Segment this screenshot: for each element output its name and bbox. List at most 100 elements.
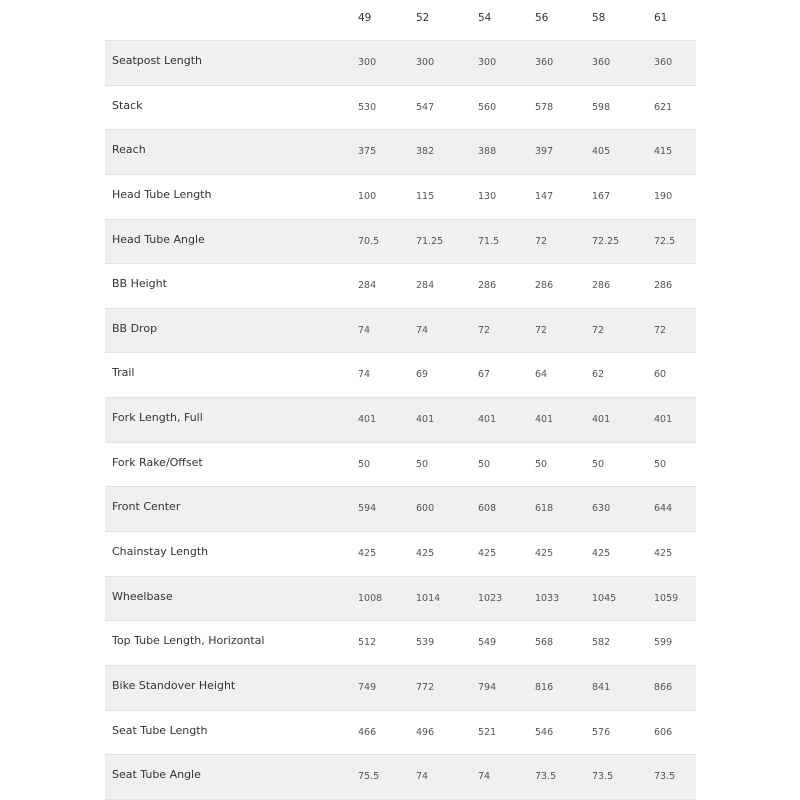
row-label: Top Tube Length, Horizontal xyxy=(112,634,265,648)
table-cell: 75.5 xyxy=(358,771,380,783)
table-row: Fork Rake/Offset 50 50 50 50 50 50 xyxy=(105,443,696,488)
table-cell: 73.5 xyxy=(535,771,557,783)
table-cell: 67 xyxy=(478,369,491,381)
table-cell: 167 xyxy=(592,190,611,202)
table-cell: 72 xyxy=(592,324,605,336)
table-cell: 401 xyxy=(592,414,611,426)
size-header-54: 54 xyxy=(478,12,492,24)
table-cell: 594 xyxy=(358,503,377,515)
row-label: BB Height xyxy=(112,277,167,291)
table-cell: 71.25 xyxy=(416,235,444,247)
table-cell: 74 xyxy=(358,369,371,381)
table-cell: 794 xyxy=(478,681,497,693)
table-row: Head Tube Angle 70.5 71.25 71.5 72 72.25 72.5 xyxy=(105,219,696,265)
table-cell: 360 xyxy=(592,57,611,68)
row-label: Seat Tube Length xyxy=(112,723,208,737)
table-cell: 286 xyxy=(478,280,497,292)
table-cell: 190 xyxy=(654,190,673,202)
table-cell: 69 xyxy=(416,369,429,381)
table-row: Head Tube Length 100 115 130 147 167 190 xyxy=(105,175,696,220)
row-label: Front Center xyxy=(112,500,181,514)
table-cell: 74 xyxy=(416,324,429,336)
table-cell: 74 xyxy=(478,771,491,783)
table-cell: 1008 xyxy=(358,592,383,604)
table-cell: 50 xyxy=(358,458,371,470)
table-cell: 64 xyxy=(535,369,548,381)
row-label: Wheelbase xyxy=(112,589,173,603)
table-cell: 100 xyxy=(358,190,377,202)
table-cell: 816 xyxy=(535,681,554,693)
table-cell: 425 xyxy=(592,548,611,560)
table-cell: 539 xyxy=(416,637,435,649)
table-cell: 60 xyxy=(654,369,667,381)
table-row: Seat Tube Angle 75.5 74 74 73.5 73.5 73.5 xyxy=(105,755,696,800)
table-cell: 360 xyxy=(654,57,673,68)
table-cell: 401 xyxy=(478,414,497,426)
table-cell: 644 xyxy=(654,503,673,515)
table-cell: 841 xyxy=(592,681,611,693)
table-cell: 425 xyxy=(654,548,673,560)
table-row: Front Center 594 600 608 618 630 644 xyxy=(105,487,696,533)
table-row: Stack 530 547 560 578 598 621 xyxy=(105,86,696,131)
size-header-56: 56 xyxy=(535,12,549,24)
table-cell: 496 xyxy=(416,726,435,738)
row-label: Fork Length, Full xyxy=(112,411,203,425)
table-cell: 1059 xyxy=(654,592,679,604)
row-label: Chainstay Length xyxy=(112,545,209,559)
table-cell: 866 xyxy=(654,681,673,693)
table-cell: 401 xyxy=(535,414,554,426)
table-cell: 300 xyxy=(358,57,377,68)
table-cell: 599 xyxy=(654,637,673,649)
table-row: Seat Tube Length 466 496 521 546 576 606 xyxy=(105,711,696,756)
table-cell: 425 xyxy=(416,548,435,560)
size-header-52: 52 xyxy=(416,12,430,24)
table-cell: 72 xyxy=(654,324,667,336)
table-header-row: 49 52 54 56 58 61 xyxy=(105,0,696,41)
table-cell: 578 xyxy=(535,101,554,113)
table-row: Seatpost Length 300 300 300 360 360 360 xyxy=(105,41,696,86)
table-cell: 72.5 xyxy=(654,235,676,247)
table-cell: 286 xyxy=(654,280,673,292)
table-cell: 50 xyxy=(535,458,548,470)
table-cell: 72.25 xyxy=(592,235,620,247)
table-cell: 608 xyxy=(478,503,497,515)
table-cell: 415 xyxy=(654,146,673,158)
table-cell: 1014 xyxy=(416,592,441,604)
row-label: BB Drop xyxy=(112,321,158,335)
table-cell: 284 xyxy=(416,280,435,292)
table-cell: 50 xyxy=(592,458,605,470)
table-cell: 618 xyxy=(535,503,554,515)
table-cell: 73.5 xyxy=(654,771,676,783)
table-cell: 286 xyxy=(535,280,554,292)
table-cell: 375 xyxy=(358,146,377,158)
table-row: Wheelbase 1008 1014 1023 1033 1045 1059 xyxy=(105,576,696,622)
table-cell: 382 xyxy=(416,146,435,158)
table-cell: 521 xyxy=(478,726,497,738)
table-cell: 300 xyxy=(478,57,497,68)
table-cell: 425 xyxy=(535,548,554,560)
row-label: Head Tube Angle xyxy=(112,232,205,246)
table-cell: 512 xyxy=(358,637,377,649)
table-cell: 300 xyxy=(416,57,435,68)
table-row: Chainstay Length 425 425 425 425 425 425 xyxy=(105,532,696,577)
table-cell: 772 xyxy=(416,681,435,693)
table-cell: 576 xyxy=(592,726,611,738)
table-cell: 1045 xyxy=(592,592,617,604)
table-cell: 70.5 xyxy=(358,235,380,247)
table-cell: 425 xyxy=(358,548,377,560)
table-cell: 401 xyxy=(358,414,377,426)
table-cell: 71.5 xyxy=(478,235,500,247)
table-cell: 115 xyxy=(416,190,435,202)
table-cell: 466 xyxy=(358,726,377,738)
row-label: Trail xyxy=(112,366,135,380)
table-cell: 530 xyxy=(358,101,377,113)
table-cell: 360 xyxy=(535,57,554,68)
table-cell: 286 xyxy=(592,280,611,292)
table-cell: 621 xyxy=(654,101,673,113)
row-label: Stack xyxy=(112,98,143,112)
row-label: Fork Rake/Offset xyxy=(112,455,203,469)
table-cell: 62 xyxy=(592,369,605,381)
row-label: Head Tube Length xyxy=(112,187,212,201)
table-cell: 600 xyxy=(416,503,435,515)
table-cell: 401 xyxy=(654,414,673,426)
